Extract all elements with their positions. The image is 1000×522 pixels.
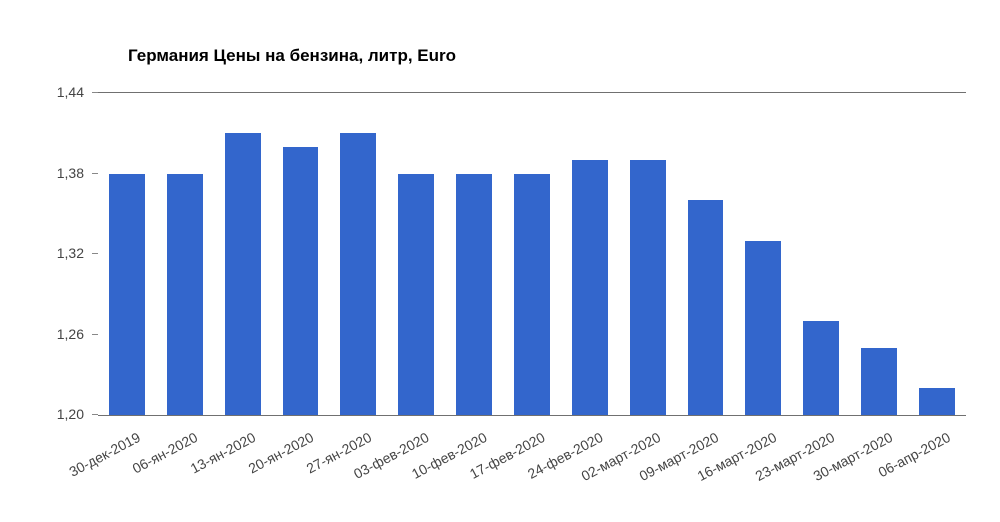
- chart-title: Германия Цены на бензина, литр, Euro: [128, 46, 456, 66]
- gasoline-price-chart: Германия Цены на бензина, литр, Euro 1,2…: [0, 0, 1000, 522]
- bar: [456, 174, 492, 416]
- bar: [340, 133, 376, 415]
- bar: [109, 174, 145, 416]
- bar: [514, 174, 550, 416]
- bar: [283, 147, 319, 415]
- bar: [803, 321, 839, 415]
- bar: [225, 133, 261, 415]
- x-tick-label: 20-ян-2020: [246, 429, 317, 477]
- bars-container: [98, 93, 966, 415]
- x-axis-labels: 30-дек-201906-ян-202013-ян-202020-ян-202…: [98, 414, 966, 522]
- bar: [167, 174, 203, 416]
- bar: [630, 160, 666, 415]
- bar: [861, 348, 897, 415]
- bar: [688, 200, 724, 415]
- x-tick-label: 06-ян-2020: [130, 429, 201, 477]
- bar: [919, 388, 955, 415]
- y-tick-label: 1,38: [0, 165, 84, 181]
- bar: [745, 241, 781, 415]
- x-tick-label: 30-дек-2019: [66, 429, 142, 480]
- y-tick-label: 1,44: [0, 84, 84, 100]
- y-tick-label: 1,26: [0, 326, 84, 342]
- bar: [398, 174, 434, 416]
- y-tick-label: 1,32: [0, 245, 84, 261]
- plot-area: [98, 92, 966, 416]
- bar: [572, 160, 608, 415]
- y-tick-label: 1,20: [0, 406, 84, 422]
- x-tick-label: 13-ян-2020: [188, 429, 259, 477]
